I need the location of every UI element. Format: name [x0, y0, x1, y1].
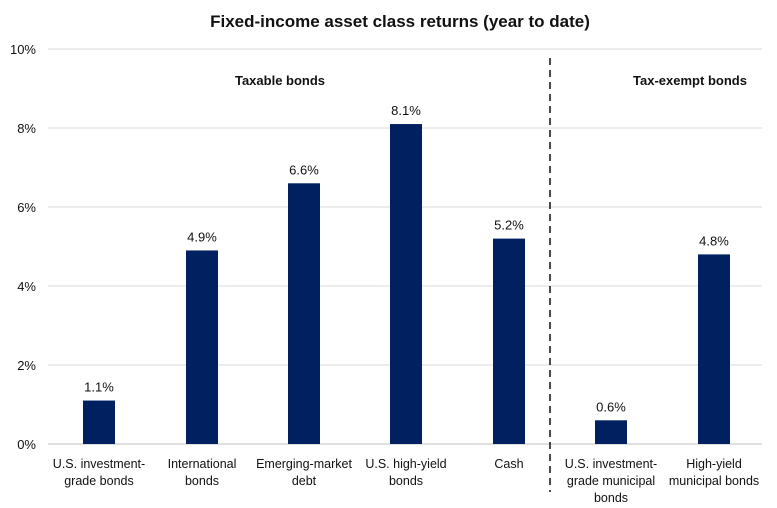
y-tick-label: 10%: [10, 42, 36, 57]
category-label-line: bonds: [594, 491, 628, 505]
category-label-line: U.S. investment-: [53, 457, 145, 471]
category-label: High-yield municipal bonds: [669, 457, 759, 488]
bar: [595, 420, 627, 444]
bar: [698, 254, 730, 444]
category-label: Emerging-market debt: [256, 457, 352, 488]
data-label: 5.2%: [494, 218, 524, 233]
data-label: 0.6%: [596, 399, 626, 414]
category-label-line: Cash: [494, 457, 523, 471]
category-labels: U.S. investment-grade bonds International…: [53, 457, 759, 505]
data-label: 4.9%: [187, 229, 217, 244]
data-label: 8.1%: [391, 103, 421, 118]
category-label: U.S. high-yield bonds: [365, 457, 446, 488]
category-label-line: bonds: [185, 474, 219, 488]
category-label: International bonds: [168, 457, 237, 488]
category-label: Cash: [494, 457, 523, 471]
bar: [288, 183, 320, 445]
bars: [83, 124, 730, 445]
category-label-line: grade municipal: [567, 474, 655, 488]
category-label-line: Emerging-market: [256, 457, 352, 471]
y-tick-label: 2%: [17, 358, 36, 373]
y-tick-label: 0%: [17, 437, 36, 452]
category-label-line: municipal bonds: [669, 474, 759, 488]
category-label-line: U.S. investment-: [565, 457, 657, 471]
category-label: U.S. investment-grade bonds: [53, 457, 145, 488]
bar: [493, 238, 525, 444]
y-tick-label: 6%: [17, 200, 36, 215]
category-label-line: U.S. high-yield: [365, 457, 446, 471]
category-label-line: debt: [292, 474, 317, 488]
chart-title: Fixed-income asset class returns (year t…: [210, 12, 590, 31]
category-label-line: International: [168, 457, 237, 471]
group-label-tax-exempt: Tax-exempt bonds: [633, 73, 747, 88]
data-labels: 1.1% 4.9% 6.6% 8.1% 5.2% 0.6% 4.8%: [84, 103, 729, 414]
y-tick-label: 4%: [17, 279, 36, 294]
bar: [186, 250, 218, 444]
y-tick-label: 8%: [17, 121, 36, 136]
data-label: 4.8%: [699, 233, 729, 248]
group-label-taxable: Taxable bonds: [235, 73, 325, 88]
category-label-line: grade bonds: [64, 474, 134, 488]
bar: [83, 400, 115, 444]
data-label: 6.6%: [289, 162, 319, 177]
category-label-line: High-yield: [686, 457, 742, 471]
bar: [390, 124, 422, 445]
data-label: 1.1%: [84, 380, 114, 395]
category-label: U.S. investment-grade municipal bonds: [565, 457, 657, 505]
category-label-line: bonds: [389, 474, 423, 488]
y-axis-ticks: 0% 2% 4% 6% 8% 10%: [10, 42, 36, 452]
